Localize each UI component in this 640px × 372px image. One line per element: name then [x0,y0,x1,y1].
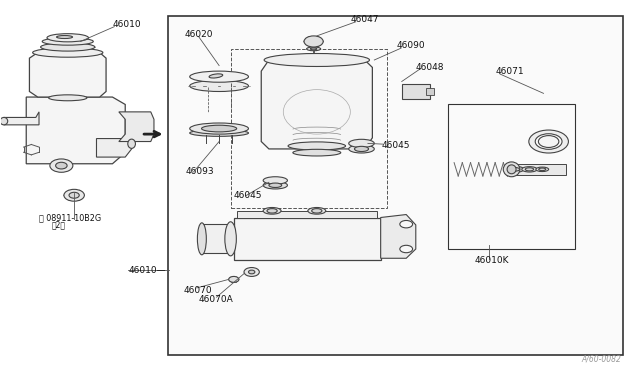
Text: 46010: 46010 [113,20,141,29]
Polygon shape [119,112,154,141]
Ellipse shape [267,209,277,213]
Ellipse shape [269,183,282,187]
Text: 46048: 46048 [416,63,444,72]
Bar [448,105,575,249]
Text: 46090: 46090 [397,41,425,51]
Ellipse shape [263,182,287,189]
Ellipse shape [507,165,516,174]
Text: 46093: 46093 [186,167,214,176]
Bar [515,164,566,174]
Ellipse shape [312,209,322,213]
Circle shape [50,159,73,172]
Polygon shape [29,52,106,97]
Circle shape [64,189,84,201]
Ellipse shape [202,125,237,132]
Ellipse shape [225,222,236,256]
Ellipse shape [0,118,8,125]
Ellipse shape [47,34,88,42]
Polygon shape [261,60,372,149]
Bar [202,224,234,253]
Bar [426,88,434,95]
Ellipse shape [40,43,95,51]
Ellipse shape [33,48,103,57]
Ellipse shape [42,38,93,45]
Circle shape [400,245,413,253]
Ellipse shape [263,177,287,184]
Bar [402,84,431,99]
Text: 46070A: 46070A [198,295,234,304]
Text: 46045: 46045 [233,191,262,200]
Ellipse shape [264,54,369,67]
Ellipse shape [510,167,520,171]
Ellipse shape [189,123,248,134]
Text: 46071: 46071 [495,67,524,76]
Ellipse shape [189,130,248,137]
Text: 46047: 46047 [351,16,379,25]
Ellipse shape [189,80,248,92]
Ellipse shape [503,162,520,177]
Ellipse shape [535,134,562,149]
Ellipse shape [189,71,248,82]
Circle shape [69,192,79,198]
Circle shape [244,267,259,276]
Polygon shape [97,138,132,157]
Ellipse shape [539,168,546,171]
Bar [230,49,387,208]
Circle shape [400,221,413,228]
Ellipse shape [293,149,340,156]
Ellipse shape [209,74,223,78]
Ellipse shape [536,167,548,171]
Ellipse shape [525,168,534,171]
Ellipse shape [355,146,369,151]
Ellipse shape [529,130,568,153]
Circle shape [56,162,67,169]
Ellipse shape [49,95,87,101]
Ellipse shape [538,136,559,147]
Ellipse shape [310,48,317,50]
Ellipse shape [307,47,321,51]
Ellipse shape [288,142,346,150]
Circle shape [304,36,323,47]
Text: 〈2〉: 〈2〉 [52,221,66,230]
Bar [234,218,381,260]
Ellipse shape [506,166,524,173]
Circle shape [228,276,239,282]
Ellipse shape [197,223,206,255]
Ellipse shape [56,36,72,38]
Ellipse shape [308,208,326,214]
Polygon shape [381,215,416,258]
Text: 46010—: 46010— [129,266,166,275]
Circle shape [248,270,255,274]
Text: 46020: 46020 [184,30,213,39]
Bar [168,16,623,355]
Ellipse shape [522,167,537,172]
Ellipse shape [263,208,281,214]
Bar [237,211,378,218]
Ellipse shape [349,139,374,147]
Text: Ⓝ 08911-10B2G: Ⓝ 08911-10B2G [39,213,101,222]
Text: A/60-0082: A/60-0082 [582,354,621,363]
Ellipse shape [128,139,136,148]
Text: 46045: 46045 [381,141,410,150]
Polygon shape [26,97,125,164]
Polygon shape [4,112,39,125]
Text: 46010K: 46010K [474,256,509,265]
Ellipse shape [349,145,374,153]
Text: 46070: 46070 [184,286,212,295]
